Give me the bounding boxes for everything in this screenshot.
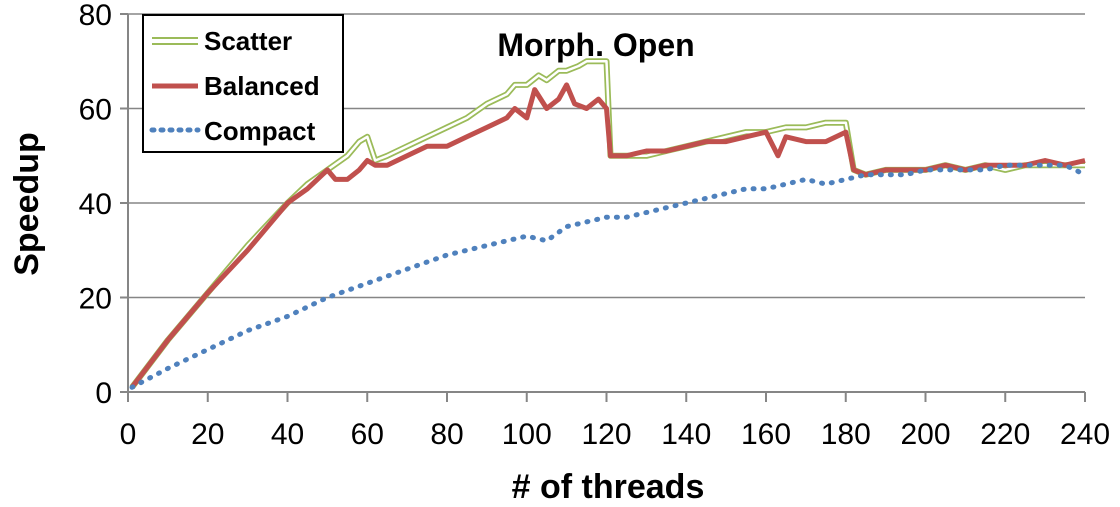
x-tick-label: 120 xyxy=(581,418,631,451)
x-tick-label: 160 xyxy=(741,418,791,451)
x-tick-label: 80 xyxy=(430,418,463,451)
y-tick-label: 0 xyxy=(95,377,112,410)
legend: Scatter Balanced Compact xyxy=(142,14,344,153)
y-tick-label: 20 xyxy=(79,283,112,316)
x-tick-label: 240 xyxy=(1060,418,1110,451)
series-line-balanced xyxy=(130,82,1086,389)
x-tick-label: 20 xyxy=(191,418,224,451)
x-tick-label: 180 xyxy=(821,418,871,451)
x-tick-label: 100 xyxy=(502,418,552,451)
x-tick-label: 0 xyxy=(120,418,137,451)
x-tick-label: 60 xyxy=(351,418,384,451)
y-tick-label: 60 xyxy=(79,94,112,127)
x-tick-label: 40 xyxy=(271,418,304,451)
x-tick-label: 200 xyxy=(900,418,950,451)
x-axis-title: # of threads xyxy=(512,468,705,506)
y-tick-label: 80 xyxy=(79,0,112,32)
series-line-compact xyxy=(129,162,1088,390)
y-axis-title: Speedup xyxy=(8,132,46,276)
x-tick-label: 140 xyxy=(661,418,711,451)
legend-label-compact: Compact xyxy=(204,116,316,146)
x-ticks: 0 20 40 60 80 100 120 140 160 180 200 220 240 xyxy=(120,392,1110,451)
x-tick-label: 220 xyxy=(980,418,1030,451)
legend-label-scatter: Scatter xyxy=(204,26,292,56)
legend-item-balanced: Balanced xyxy=(152,71,320,101)
legend-item-scatter: Scatter xyxy=(152,26,292,56)
chart-title: Morph. Open xyxy=(497,27,694,63)
series-layer xyxy=(129,58,1088,390)
y-ticks: 0 20 40 60 80 xyxy=(79,0,128,410)
legend-item-compact: Compact xyxy=(149,116,316,146)
y-tick-label: 40 xyxy=(79,188,112,221)
legend-label-balanced: Balanced xyxy=(204,71,320,101)
